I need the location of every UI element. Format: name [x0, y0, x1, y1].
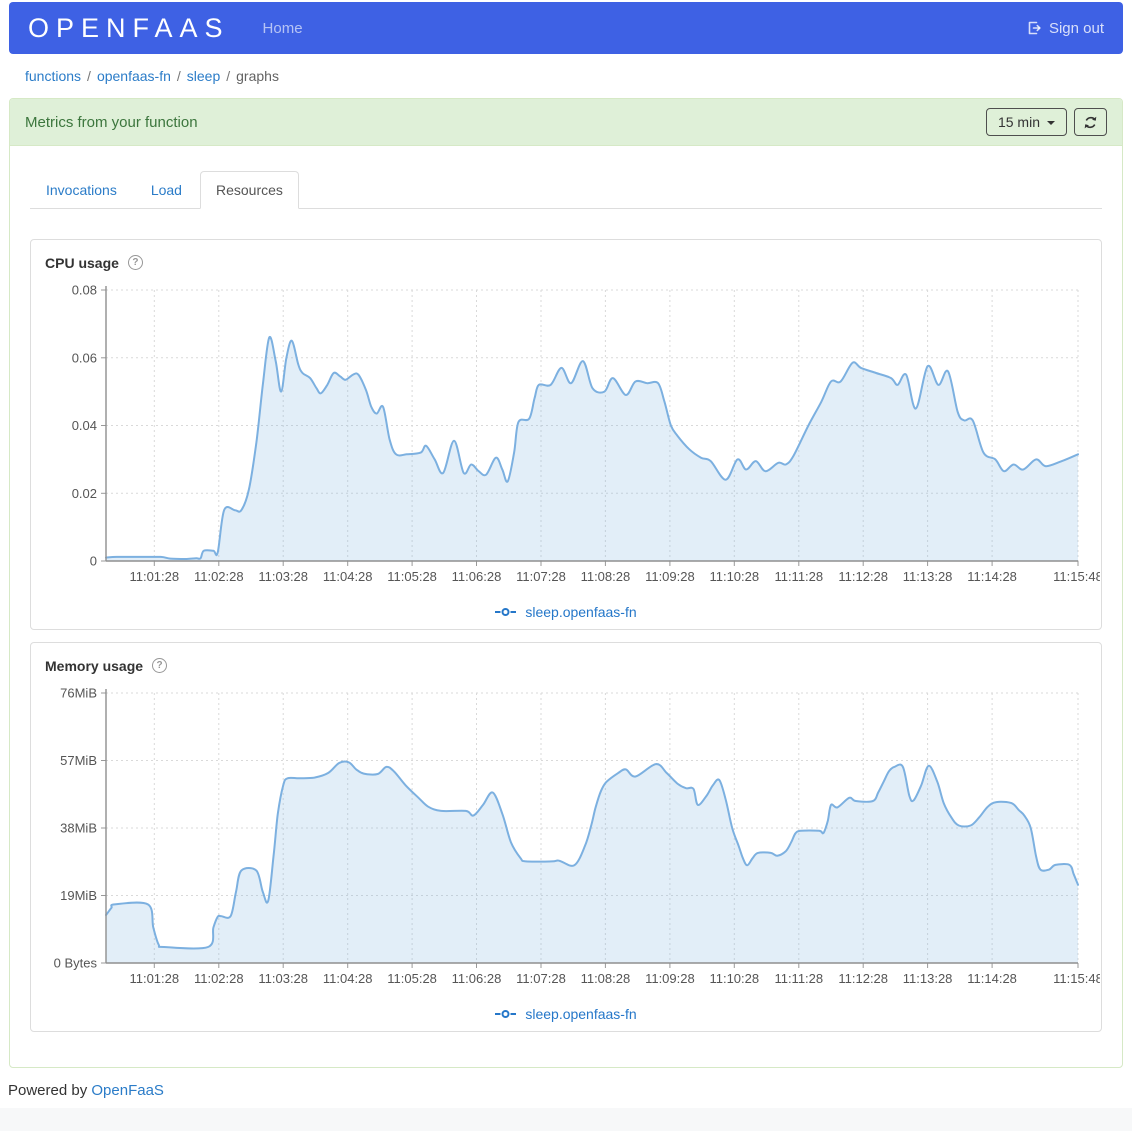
svg-text:38MiB: 38MiB: [60, 821, 97, 836]
sign-out-label: Sign out: [1048, 19, 1104, 37]
svg-text:11:06:28: 11:06:28: [452, 971, 502, 986]
legend-marker-icon: [495, 1009, 517, 1019]
tab-load-label[interactable]: Load: [150, 182, 182, 198]
svg-text:11:08:28: 11:08:28: [581, 569, 631, 584]
svg-text:11:06:28: 11:06:28: [452, 569, 502, 584]
cpu-legend-label: sleep.openfaas-fn: [525, 604, 637, 620]
svg-text:11:11:28: 11:11:28: [774, 569, 823, 584]
svg-text:76MiB: 76MiB: [60, 686, 97, 701]
tab-load[interactable]: Load: [135, 171, 198, 209]
time-range-dropdown[interactable]: 15 min: [985, 108, 1067, 136]
breadcrumb-function[interactable]: sleep: [186, 68, 221, 84]
svg-text:11:09:28: 11:09:28: [645, 971, 695, 986]
metrics-tabs: Invocations Load Resources: [30, 171, 1102, 209]
svg-text:11:12:28: 11:12:28: [838, 971, 888, 986]
help-icon[interactable]: ?: [152, 658, 168, 673]
time-range-label: 15 min: [997, 114, 1040, 130]
svg-text:11:11:28: 11:11:28: [774, 971, 823, 986]
svg-text:11:15:48: 11:15:48: [1053, 569, 1100, 584]
breadcrumb-namespace[interactable]: openfaas-fn: [96, 68, 171, 84]
svg-text:11:14:28: 11:14:28: [967, 569, 1017, 584]
breadcrumb-separator: /: [226, 68, 231, 84]
svg-text:11:12:28: 11:12:28: [838, 569, 888, 584]
svg-text:11:07:28: 11:07:28: [516, 569, 566, 584]
breadcrumb-separator: /: [87, 68, 91, 84]
footer-text: Powered by: [8, 1082, 92, 1099]
cpu-chart-legend[interactable]: sleep.openfaas-fn: [31, 599, 1101, 625]
svg-text:19MiB: 19MiB: [60, 888, 97, 903]
sign-out-icon: [1026, 20, 1042, 36]
nav-home-link[interactable]: Home: [262, 19, 303, 37]
svg-text:0: 0: [90, 554, 97, 569]
svg-text:0.06: 0.06: [72, 350, 97, 365]
svg-text:11:05:28: 11:05:28: [387, 569, 437, 584]
openfaas-logo: OPENFAAS: [28, 12, 230, 43]
top-navbar: OPENFAAS Home Sign out: [9, 2, 1123, 54]
svg-text:11:07:28: 11:07:28: [516, 971, 566, 986]
cpu-usage-title-row: CPU usage ?: [31, 240, 1101, 276]
page-bottom-strip: [0, 1108, 1132, 1131]
svg-text:11:03:28: 11:03:28: [258, 569, 308, 584]
tab-invocations-label[interactable]: Invocations: [46, 182, 117, 198]
svg-text:0.02: 0.02: [72, 486, 97, 501]
tab-resources[interactable]: Resources: [199, 171, 299, 209]
svg-text:11:10:28: 11:10:28: [709, 569, 759, 584]
svg-text:11:13:28: 11:13:28: [903, 569, 953, 584]
tab-resources-label[interactable]: Resources: [199, 171, 299, 209]
svg-text:11:04:28: 11:04:28: [323, 971, 373, 986]
svg-text:11:01:28: 11:01:28: [129, 971, 179, 986]
footer-openfaas-link[interactable]: OpenFaaS: [91, 1082, 164, 1099]
memory-usage-title-row: Memory usage ?: [31, 643, 1101, 679]
breadcrumb-separator: /: [176, 68, 181, 84]
breadcrumb-current: graphs: [236, 68, 279, 84]
memory-chart-legend[interactable]: sleep.openfaas-fn: [31, 1001, 1101, 1027]
memory-usage-chart: 11:01:28 11:02:28 11:03:28 11:04:28 11:05:28…: [31, 679, 1101, 1001]
cpu-usage-title: CPU usage: [45, 254, 119, 271]
svg-text:11:13:28: 11:13:28: [903, 971, 953, 986]
svg-text:0.08: 0.08: [72, 283, 97, 298]
svg-text:0 Bytes: 0 Bytes: [54, 956, 98, 971]
legend-marker-icon: [495, 607, 517, 617]
svg-text:11:02:28: 11:02:28: [194, 971, 244, 986]
memory-usage-card: Memory usage ? 11:01:28 11:02:28 11:03:28 1…: [30, 642, 1102, 1032]
svg-text:11:14:28: 11:14:28: [967, 971, 1017, 986]
metrics-panel-heading: Metrics from your function 15 min: [10, 99, 1122, 146]
svg-text:11:08:28: 11:08:28: [581, 971, 631, 986]
svg-text:0.04: 0.04: [72, 418, 97, 433]
memory-usage-title: Memory usage: [45, 657, 144, 674]
metrics-panel: Metrics from your function 15 min: [9, 98, 1123, 1068]
svg-text:57MiB: 57MiB: [60, 753, 97, 768]
help-icon[interactable]: ?: [127, 255, 143, 270]
svg-text:11:10:28: 11:10:28: [709, 971, 759, 986]
chevron-down-icon: [1047, 120, 1055, 125]
tab-invocations[interactable]: Invocations: [30, 171, 133, 209]
svg-text:11:15:48: 11:15:48: [1053, 971, 1100, 986]
footer: Powered by OpenFaaS: [0, 1068, 1132, 1099]
metrics-panel-body: Invocations Load Resources CPU usage ? 1…: [10, 146, 1122, 1067]
breadcrumb-functions[interactable]: functions: [25, 68, 82, 84]
cpu-usage-card: CPU usage ? 11:01:28 11:02:28 11:03:28 11:0…: [30, 239, 1102, 630]
svg-text:11:05:28: 11:05:28: [387, 971, 437, 986]
memory-legend-label: sleep.openfaas-fn: [525, 1006, 637, 1022]
svg-text:11:02:28: 11:02:28: [194, 569, 244, 584]
cpu-usage-chart: 11:01:28 11:02:28 11:03:28 11:04:28 11:05:28…: [31, 276, 1101, 599]
sign-out-button[interactable]: Sign out: [1026, 20, 1104, 37]
breadcrumb: functions / openfaas-fn / sleep / graphs: [0, 54, 1132, 98]
refresh-icon: [1083, 115, 1098, 130]
svg-text:11:01:28: 11:01:28: [129, 569, 179, 584]
svg-text:11:04:28: 11:04:28: [323, 569, 373, 584]
metrics-panel-title: Metrics from your function: [25, 113, 198, 131]
refresh-button[interactable]: [1074, 108, 1107, 136]
svg-text:11:03:28: 11:03:28: [258, 971, 308, 986]
svg-text:11:09:28: 11:09:28: [645, 569, 695, 584]
